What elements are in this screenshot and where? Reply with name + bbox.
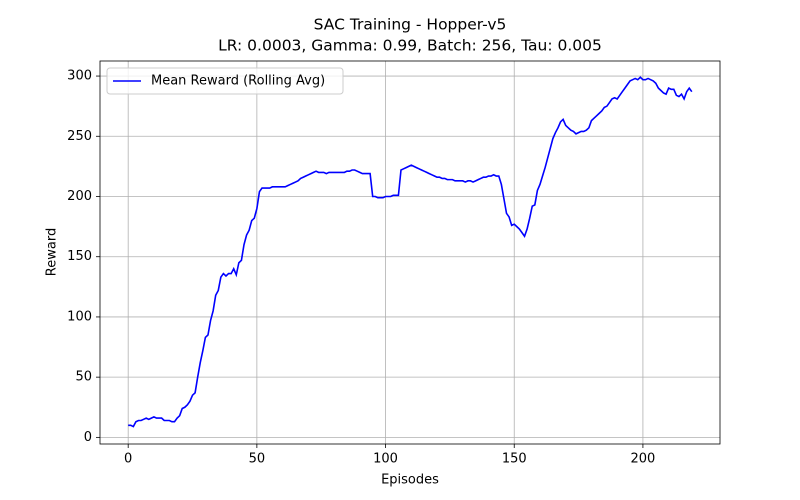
y-tick-label: 100 [67, 309, 92, 324]
x-tick-label: 200 [631, 452, 656, 467]
y-tick-label: 50 [75, 370, 92, 385]
chart-title: SAC Training - Hopper-v5 [314, 16, 507, 34]
plot-frame [99, 60, 721, 445]
data-line [128, 76, 693, 428]
legend-label: Mean Reward (Rolling Avg) [151, 74, 325, 89]
y-axis-label: Reward [45, 228, 60, 276]
y-tick-label: 200 [67, 189, 92, 204]
y-tick-label: 0 [84, 430, 92, 445]
x-tick-label: 0 [124, 452, 132, 467]
y-tick-label: 150 [67, 249, 92, 264]
x-axis-label: Episodes [381, 473, 439, 488]
x-tick-label: 50 [249, 452, 266, 467]
y-tick-label: 300 [67, 69, 92, 84]
chart-subtitle: LR: 0.0003, Gamma: 0.99, Batch: 256, Tau… [218, 37, 602, 55]
y-tick-label: 250 [67, 129, 92, 144]
legend-box [106, 67, 344, 95]
x-tick-label: 100 [373, 452, 398, 467]
x-tick-label: 150 [502, 452, 527, 467]
